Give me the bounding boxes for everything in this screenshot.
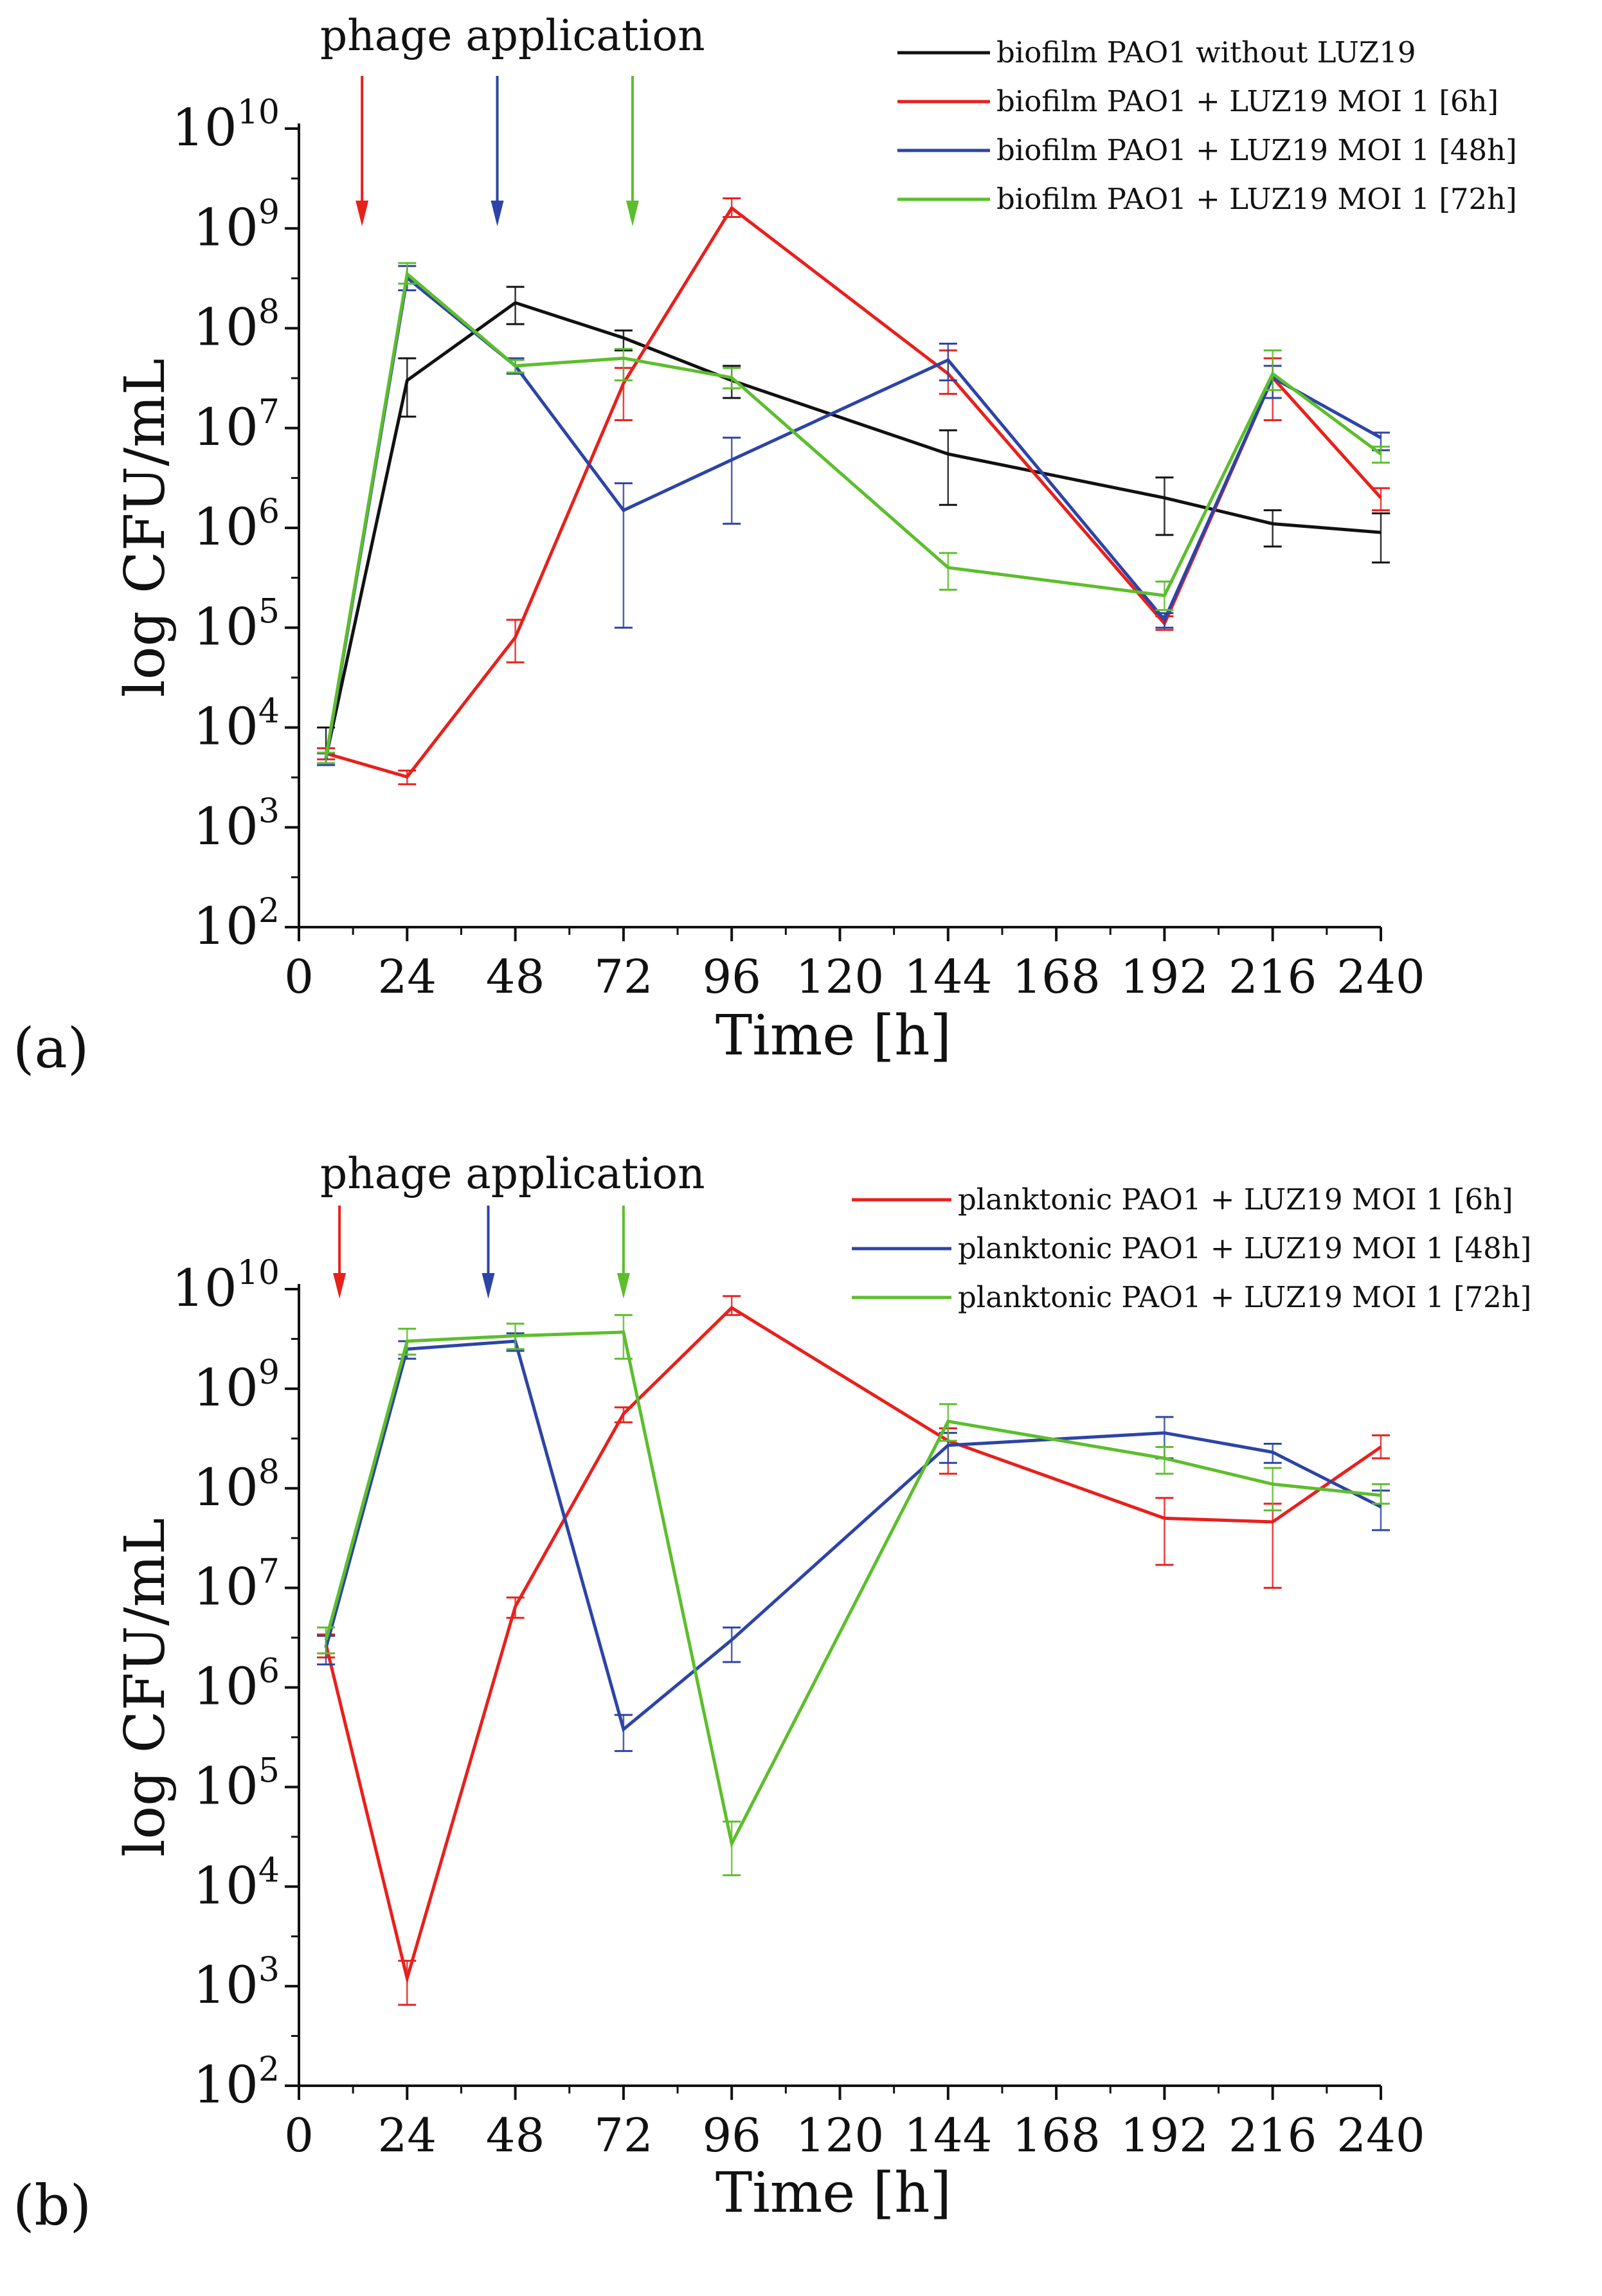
- x-tick-label: 192: [1120, 950, 1209, 1004]
- arrow-head: [482, 1273, 495, 1299]
- legend-entry: biofilm PAO1 + LUZ19 MOI 1 [48h]: [996, 133, 1517, 167]
- y-tick-label: 105: [193, 592, 280, 656]
- x-tick-label: 216: [1228, 950, 1317, 1004]
- series-3: [317, 265, 1390, 766]
- x-tick-label: 120: [796, 2108, 884, 2162]
- legend: biofilm PAO1 without LUZ19 biofilm PAO1 +…: [897, 35, 1517, 216]
- series-line: [324, 301, 1382, 758]
- panel-label: (a): [13, 1017, 89, 1081]
- legend-entry: biofilm PAO1 + LUZ19 MOI 1 [72h]: [996, 182, 1517, 216]
- x-tick-label: 168: [1012, 2108, 1100, 2162]
- legend-entry: biofilm PAO1 + LUZ19 MOI 1 [6h]: [996, 84, 1498, 118]
- x-tick-label: 0: [284, 950, 314, 1004]
- legend-entry: biofilm PAO1 without LUZ19: [996, 35, 1416, 69]
- series-line: [324, 1330, 1382, 1849]
- x-tick-label: 120: [796, 950, 884, 1004]
- arrow-head: [626, 201, 639, 226]
- annotation-text: phage application: [320, 1149, 705, 1198]
- x-tick-label: 96: [702, 2108, 761, 2162]
- y-tick-label: 105: [193, 1751, 280, 1816]
- y-tick-label: 1010: [172, 93, 280, 158]
- y-tick-label: 106: [193, 493, 280, 557]
- panel-a: 0 24 48 72 96 120 144 168 192 216 240 102 103 104 105 1…: [13, 11, 1517, 1081]
- x-tick-label: 48: [486, 950, 545, 1004]
- series-line: [324, 1305, 1382, 1985]
- arrow-head: [333, 1273, 346, 1299]
- arrow-head: [616, 1273, 630, 1299]
- series-3: [317, 1314, 1390, 1877]
- arrow-head: [356, 201, 369, 226]
- y-tick-label: 104: [193, 692, 280, 757]
- annotation-text: phage application: [320, 11, 705, 60]
- arrow-head: [491, 201, 504, 226]
- x-tick-label: 48: [486, 2108, 545, 2162]
- y-tick-label: 106: [193, 1652, 280, 1717]
- series-1: [317, 285, 1390, 766]
- series-line: [324, 1339, 1382, 1732]
- y-tick-label: 1010: [172, 1254, 280, 1318]
- x-tick-label: 240: [1336, 2108, 1425, 2162]
- panel-b: 0 24 48 72 96 120 144 168 192 216 240 102 103 104 105 1…: [13, 1149, 1531, 2238]
- y-tick-label: 108: [193, 1453, 280, 1517]
- x-tick-label: 24: [377, 2108, 437, 2162]
- x-axis-label: Time [h]: [716, 2161, 951, 2225]
- panel-label: (b): [13, 2174, 91, 2238]
- x-tick-label: 168: [1012, 950, 1100, 1004]
- series-2: [317, 197, 1390, 786]
- y-tick-label: 103: [193, 792, 280, 856]
- series-1: [317, 1295, 1390, 2006]
- y-tick-label: 109: [193, 193, 280, 257]
- x-axis-label: Time [h]: [716, 1004, 951, 1068]
- x-tick-label: 216: [1228, 2108, 1317, 2162]
- series-4: [317, 262, 1390, 764]
- x-tick-label: 96: [702, 950, 761, 1004]
- x-tick-label: 240: [1336, 950, 1425, 1004]
- legend-entry: planktonic PAO1 + LUZ19 MOI 1 [72h]: [958, 1280, 1531, 1314]
- y-tick-label: 109: [193, 1353, 280, 1418]
- series-line: [324, 271, 1382, 758]
- x-tick-label: 72: [594, 2108, 653, 2162]
- y-tick-label: 104: [193, 1851, 280, 1915]
- x-tick-label: 144: [904, 2108, 992, 2162]
- y-axis-label: log CFU/mL: [113, 1518, 177, 1857]
- y-tick-label: 107: [193, 393, 280, 457]
- y-tick-label: 102: [193, 892, 280, 956]
- y-tick-label: 108: [193, 293, 280, 357]
- legend-entry: planktonic PAO1 + LUZ19 MOI 1 [48h]: [958, 1231, 1531, 1265]
- x-tick-label: 144: [904, 950, 992, 1004]
- x-tick-label: 0: [284, 2108, 314, 2162]
- y-tick-label: 103: [193, 1951, 280, 2015]
- legend: planktonic PAO1 + LUZ19 MOI 1 [6h] plankt…: [852, 1182, 1531, 1314]
- series-line: [324, 275, 1382, 760]
- x-tick-label: 24: [377, 950, 437, 1004]
- x-tick-label: 72: [594, 950, 653, 1004]
- series-2: [317, 1332, 1390, 1752]
- y-tick-label: 102: [193, 2050, 280, 2115]
- y-axis-label: log CFU/mL: [113, 358, 177, 697]
- y-tick-label: 107: [193, 1553, 280, 1617]
- legend-entry: planktonic PAO1 + LUZ19 MOI 1 [6h]: [958, 1182, 1513, 1216]
- x-tick-label: 192: [1120, 2108, 1209, 2162]
